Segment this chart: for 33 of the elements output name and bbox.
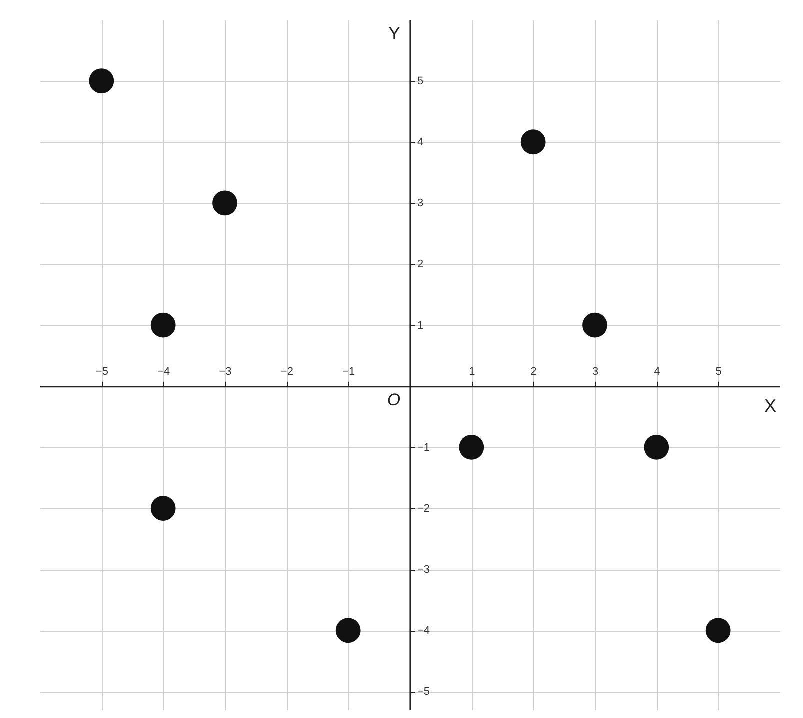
y-tick-label: 1 — [418, 320, 424, 332]
x-tick-label: −2 — [280, 366, 294, 378]
point — [459, 435, 484, 460]
x-tick-label: −1 — [342, 366, 356, 378]
point — [582, 312, 608, 338]
point — [150, 312, 176, 338]
x-tick-label: 3 — [592, 366, 599, 378]
point — [89, 68, 114, 94]
x-tick-label: 4 — [654, 366, 660, 378]
x-tick-label: 5 — [716, 366, 722, 378]
point — [336, 618, 361, 644]
y-tick-label: −5 — [418, 686, 430, 698]
point — [644, 435, 670, 460]
x-tick-label: −3 — [219, 366, 232, 378]
y-tick-label: −2 — [418, 502, 430, 515]
y-axis-title: Y — [388, 24, 400, 44]
x-tick-label: 1 — [469, 366, 476, 378]
y-tick-label: 4 — [418, 136, 424, 149]
y-tick-label: −1 — [418, 442, 430, 454]
y-tick-label: 3 — [418, 198, 424, 210]
annotation: O — [387, 390, 401, 410]
x-tick-label: −5 — [96, 366, 108, 378]
y-tick-label: 5 — [418, 76, 424, 88]
x-tick-label: −4 — [158, 366, 170, 378]
point — [150, 496, 176, 521]
y-tick-label: 2 — [418, 258, 424, 271]
point — [706, 618, 731, 644]
point — [520, 130, 546, 155]
y-tick-label: −4 — [418, 625, 430, 638]
x-axis-title: X — [764, 396, 777, 416]
x-tick-label: 2 — [530, 366, 537, 378]
y-tick-label: −3 — [418, 564, 430, 576]
point — [212, 190, 238, 216]
